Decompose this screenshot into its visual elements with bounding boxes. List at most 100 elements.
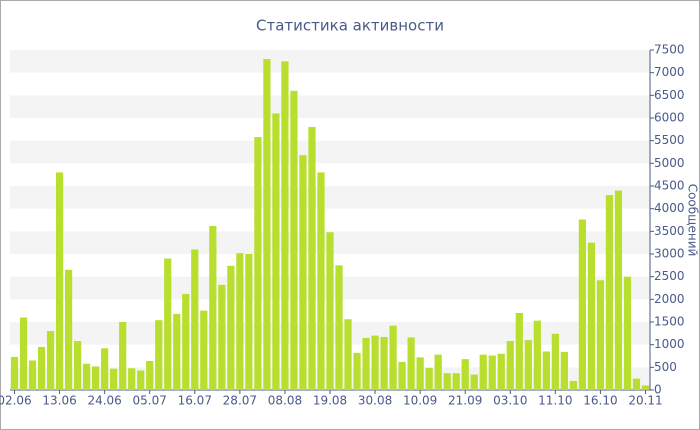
- x-tick-label: 13.06: [42, 394, 76, 408]
- bar: [326, 232, 334, 390]
- bar: [416, 357, 424, 390]
- bar: [119, 322, 127, 390]
- y-tick-label: 5000: [654, 156, 685, 170]
- bar: [308, 127, 316, 391]
- x-tick-label: 05.07: [133, 394, 167, 408]
- bar: [614, 190, 623, 390]
- y-tick-label: 4000: [654, 201, 685, 215]
- bar: [28, 360, 37, 390]
- y-tick-label: 7500: [654, 43, 685, 57]
- bar: [137, 370, 145, 390]
- bar: [335, 265, 343, 390]
- x-tick-label: 08.08: [268, 394, 302, 408]
- bar: [191, 249, 199, 390]
- bar: [560, 351, 568, 390]
- grid-band: [10, 140, 650, 164]
- x-tick-label: 19.08: [313, 394, 347, 408]
- bar: [272, 113, 280, 390]
- bar: [344, 319, 352, 390]
- bar: [479, 354, 487, 390]
- bar: [110, 368, 118, 390]
- bar: [209, 225, 217, 390]
- x-tick-label: 16.10: [583, 394, 617, 408]
- x-tick-label: 30.08: [358, 394, 392, 408]
- bar: [55, 172, 64, 390]
- bar: [632, 378, 641, 390]
- bar: [64, 269, 73, 390]
- bar: [245, 254, 253, 390]
- bar: [317, 172, 325, 390]
- y-tick-label: 6500: [654, 88, 685, 102]
- grid-band: [10, 186, 650, 209]
- bar: [380, 336, 388, 390]
- bar: [425, 367, 433, 390]
- bar: [587, 242, 596, 390]
- x-tick-label: 24.06: [87, 394, 121, 408]
- bar: [443, 373, 451, 390]
- bar: [470, 374, 478, 390]
- bar: [524, 340, 532, 390]
- y-tick-label: 2000: [654, 292, 685, 306]
- bar: [92, 366, 100, 390]
- bar: [155, 320, 163, 390]
- bar: [596, 280, 605, 390]
- bar: [434, 354, 442, 390]
- x-tick-label: 28.07: [223, 394, 257, 408]
- bar: [641, 385, 650, 390]
- bar: [578, 219, 586, 390]
- x-tick-label: 10.09: [403, 394, 437, 408]
- bar: [506, 341, 514, 390]
- bar: [263, 59, 271, 391]
- bar: [605, 195, 614, 390]
- bar: [353, 352, 361, 390]
- y-tick-label: 7000: [654, 65, 685, 79]
- bar: [389, 325, 397, 390]
- bar: [37, 346, 46, 390]
- bar: [362, 337, 370, 390]
- x-tick-label: 02.06: [0, 394, 32, 408]
- y-tick-label: 1500: [654, 315, 685, 329]
- bar: [461, 359, 469, 390]
- bar: [515, 312, 523, 390]
- bar: [254, 137, 262, 390]
- bar: [551, 333, 559, 390]
- bar: [398, 361, 406, 390]
- bar: [542, 351, 550, 390]
- bar: [74, 341, 82, 390]
- bar: [497, 353, 505, 390]
- bar: [83, 363, 91, 390]
- y-tick-label: 5500: [654, 133, 685, 147]
- y-tick-label: 4500: [654, 179, 685, 193]
- bar: [281, 61, 289, 390]
- grid-band: [10, 95, 650, 118]
- bar: [19, 317, 28, 390]
- grid-band: [10, 50, 650, 73]
- bar: [452, 373, 460, 390]
- x-tick-label: 21.09: [448, 394, 482, 408]
- y-tick-label: 3500: [654, 224, 685, 238]
- y-tick-label: 500: [654, 360, 677, 374]
- bar: [236, 253, 244, 390]
- y-tick-label: 1000: [654, 337, 685, 351]
- bar: [46, 331, 55, 390]
- x-tick-label: 03.10: [493, 394, 527, 408]
- x-tick-label: 16.07: [178, 394, 212, 408]
- bar: [299, 155, 307, 390]
- y-tick-label: 2500: [654, 269, 685, 283]
- bar: [101, 348, 109, 390]
- y-tick-label: 3000: [654, 247, 685, 261]
- bar: [173, 313, 181, 390]
- y-tick-label: 6000: [654, 111, 685, 125]
- bar: [623, 276, 632, 390]
- bar: [371, 335, 379, 390]
- bar: [569, 380, 577, 390]
- x-tick-label: 11.10: [538, 394, 572, 408]
- bar: [146, 360, 154, 390]
- bar: [218, 284, 226, 390]
- bar: [182, 293, 190, 390]
- bar: [10, 356, 19, 390]
- x-tick-label: 20.11: [628, 394, 662, 408]
- bar: [128, 368, 136, 390]
- bar: [488, 355, 496, 390]
- bar: [164, 258, 172, 390]
